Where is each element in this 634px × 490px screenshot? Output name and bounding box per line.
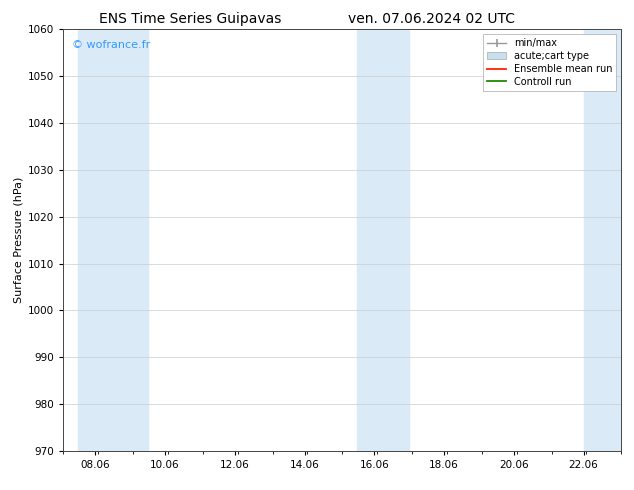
Legend: min/max, acute;cart type, Ensemble mean run, Controll run: min/max, acute;cart type, Ensemble mean … xyxy=(483,34,616,91)
Bar xyxy=(78,29,148,451)
Bar xyxy=(357,29,409,451)
Text: © wofrance.fr: © wofrance.fr xyxy=(72,40,150,50)
Text: ven. 07.06.2024 02 UTC: ven. 07.06.2024 02 UTC xyxy=(347,12,515,26)
Text: ENS Time Series Guipavas: ENS Time Series Guipavas xyxy=(99,12,281,26)
Y-axis label: Surface Pressure (hPa): Surface Pressure (hPa) xyxy=(14,177,24,303)
Bar xyxy=(583,29,634,451)
